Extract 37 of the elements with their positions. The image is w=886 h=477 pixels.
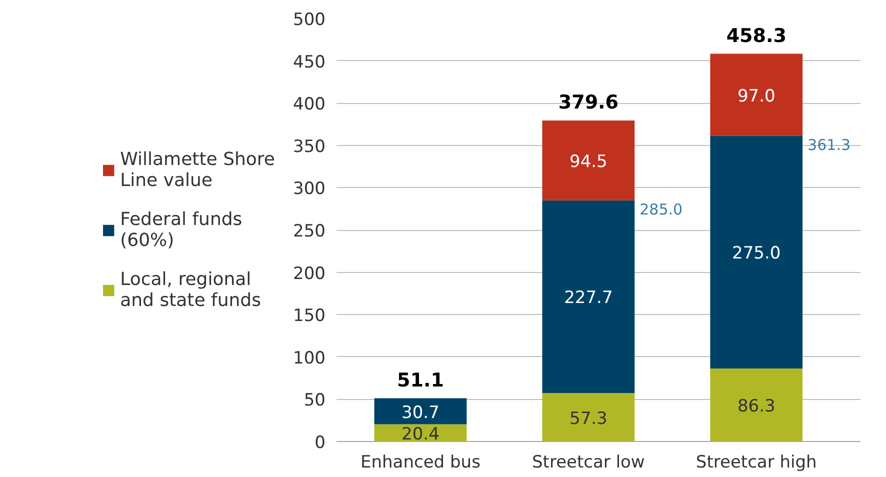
bar xyxy=(710,368,803,442)
total-label: 379.6 xyxy=(558,91,618,114)
y-tick-label: 50 xyxy=(304,390,326,411)
x-tick-label: Streetcar low xyxy=(532,452,645,472)
y-tick-label: 200 xyxy=(293,264,326,284)
data-label: 97.0 xyxy=(737,86,776,106)
bar xyxy=(542,200,635,394)
y-tick-label: 0 xyxy=(314,433,326,453)
y-tick-label: 250 xyxy=(293,222,326,242)
legend-label: Local, regional and state funds xyxy=(120,268,261,310)
legend-label: Willamette Shore Line value xyxy=(120,148,275,190)
y-tick-label: 100 xyxy=(293,348,326,368)
y-tick-label: 400 xyxy=(293,94,326,115)
total-label: 51.1 xyxy=(397,369,444,392)
data-label: 20.4 xyxy=(402,424,440,444)
data-label: 275.0 xyxy=(732,244,781,264)
y-tick-label: 450 xyxy=(293,52,326,72)
bar xyxy=(542,393,635,442)
y-tick-label: 500 xyxy=(293,10,326,30)
x-tick-label: Streetcar high xyxy=(696,452,817,472)
data-label: 30.7 xyxy=(402,402,440,423)
x-tick-label: Enhanced bus xyxy=(360,452,481,472)
total-label: 458.3 xyxy=(726,24,786,47)
y-tick-label: 350 xyxy=(293,136,326,157)
y-tick-label: 150 xyxy=(293,306,326,326)
bar xyxy=(542,120,635,200)
bar xyxy=(710,136,803,368)
data-label: 86.3 xyxy=(737,396,776,416)
y-tick-label: 300 xyxy=(293,179,326,200)
bar xyxy=(710,54,803,136)
data-label: 227.7 xyxy=(564,288,613,308)
legend-label: Federal funds (60%) xyxy=(120,208,242,250)
bar xyxy=(374,398,467,424)
annotation: 361.3 xyxy=(808,136,851,154)
data-label: 57.3 xyxy=(569,408,608,429)
annotation: 285.0 xyxy=(640,200,683,218)
data-label: 94.5 xyxy=(569,152,608,172)
